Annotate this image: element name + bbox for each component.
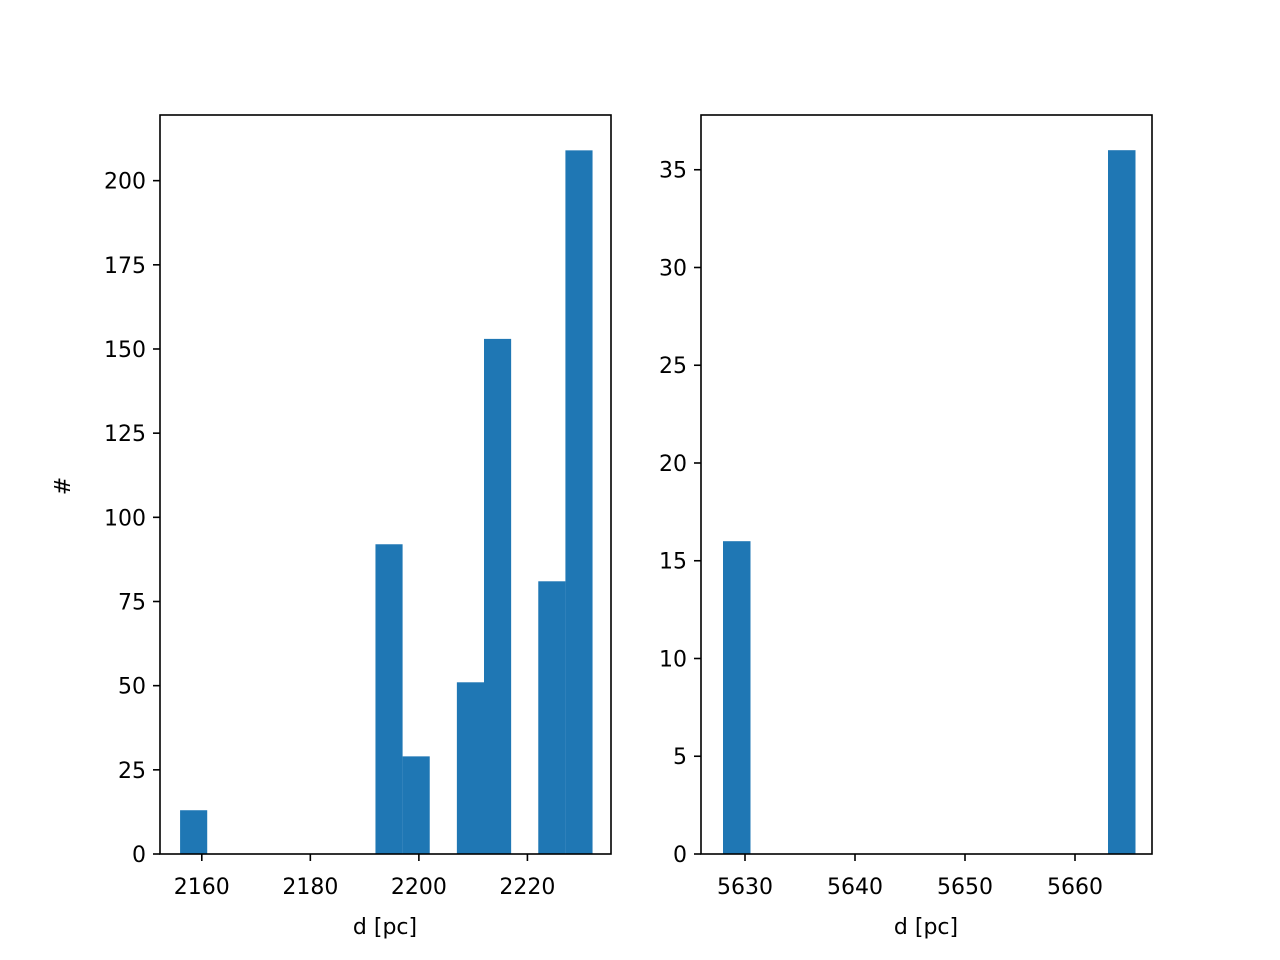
left-histogram-bar: [375, 544, 403, 854]
right-y-tick-label: 0: [673, 843, 687, 868]
left-x-tick-label: 2180: [282, 875, 338, 900]
left-y-tick-label: 0: [132, 843, 146, 868]
right-histogram-panel: 5630 5640 5650 5660 0 5 10 15 20 25 30 35: [659, 114, 1153, 900]
right-y-tick-label: 15: [659, 550, 687, 575]
left-x-axis-label: d [pc]: [353, 915, 417, 940]
right-axes-frame: [700, 114, 1153, 855]
left-y-tick-label: 75: [118, 590, 146, 615]
left-y-tick-label: 25: [118, 759, 146, 784]
left-y-axis-label: #: [51, 477, 76, 495]
left-x-tick-label: 2200: [391, 875, 447, 900]
right-y-tick-label: 30: [659, 256, 687, 281]
left-histogram-bar: [180, 810, 208, 854]
left-x-tick-label: 2220: [499, 875, 555, 900]
right-x-tick-label: 5630: [717, 875, 773, 900]
left-histogram-bar: [456, 682, 485, 854]
right-y-tick-label: 10: [659, 647, 687, 672]
left-histogram-bar: [538, 581, 566, 854]
left-axes-frame: [159, 114, 612, 855]
left-histogram-bar: [565, 150, 593, 854]
right-histogram-bar: [723, 541, 751, 854]
left-histogram-panel: 2160 2180 2200 2220 0 25 50 75 100 125 150 175 200: [104, 114, 612, 900]
left-y-tick-label: 125: [104, 422, 146, 447]
right-y-tick-label: 20: [659, 452, 687, 477]
right-y-tick-label: 25: [659, 354, 687, 379]
left-y-tick-label: 175: [104, 254, 146, 279]
right-histogram-bar: [1108, 150, 1136, 854]
right-y-tick-label: 35: [659, 159, 687, 184]
left-y-tick-label: 100: [104, 506, 146, 531]
right-y-tick-label: 5: [673, 745, 687, 770]
left-y-tick-label: 50: [118, 675, 146, 700]
right-x-axis-label: d [pc]: [894, 915, 958, 940]
left-y-tick-label: 150: [104, 338, 146, 363]
left-y-tick-label: 200: [104, 170, 146, 195]
left-histogram-bar: [484, 338, 512, 854]
left-histogram-bar: [402, 756, 430, 854]
left-x-tick-label: 2160: [174, 875, 230, 900]
right-x-tick-label: 5650: [937, 875, 993, 900]
right-x-tick-label: 5660: [1047, 875, 1103, 900]
right-x-tick-label: 5640: [827, 875, 883, 900]
